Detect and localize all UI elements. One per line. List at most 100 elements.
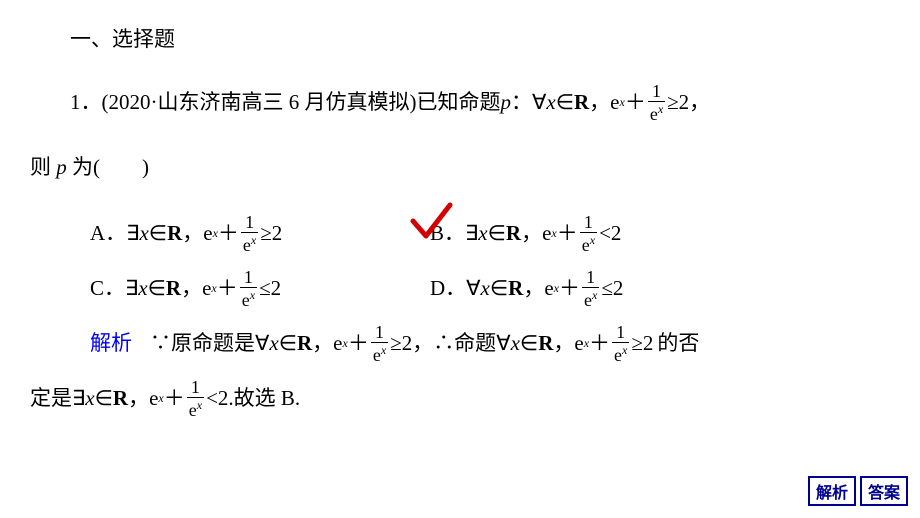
explanation-line-2: 定是 ∃ x ∈ R ， ex ＋ 1ex < 2 . 故选 B.: [30, 378, 890, 419]
D-two: 2: [613, 274, 624, 303]
e1-x: x: [269, 329, 278, 358]
e2-forall: ∀: [496, 329, 510, 358]
D-plus: ＋: [559, 274, 580, 303]
A-den-x: x: [251, 233, 256, 247]
option-C[interactable]: C． ∃ x ∈ R ， ex ＋ 1ex ≤ 2: [90, 268, 430, 309]
expl-math-2: ∀ x ∈ R ， ex ＋ 1ex ≥ 2: [496, 323, 653, 364]
option-D-math: ∀ x ∈ R ， ex ＋ 1ex ≤ 2: [466, 268, 623, 309]
answer-button[interactable]: 答案: [860, 476, 908, 506]
e1-num: 1: [373, 323, 386, 342]
negation-suffix: 的否: [657, 329, 699, 358]
e3-exists: ∃: [72, 384, 85, 413]
B-den: ex: [580, 232, 597, 254]
A-den: ex: [241, 232, 258, 254]
D-den: ex: [582, 287, 599, 309]
e1-den: ex: [371, 342, 388, 364]
e3-num: 1: [189, 378, 202, 397]
math-expr-q: ∀ x ∈ R ， ex ＋ 1 ex ≥ 2 ，: [532, 82, 710, 123]
B-x: x: [478, 219, 487, 248]
C-den-e: e: [242, 290, 250, 310]
e2-num: 1: [614, 323, 627, 342]
conclusion: 故选 B.: [234, 384, 301, 413]
C-R: R: [166, 274, 181, 303]
question-number: 1．: [70, 88, 102, 117]
e3-den-x: x: [197, 398, 202, 412]
C-den-x: x: [250, 288, 255, 302]
A-two: 2: [272, 219, 283, 248]
D-R: R: [508, 274, 523, 303]
option-D-label: D．: [430, 274, 466, 303]
D-quant: ∀: [466, 274, 480, 303]
p-var-2: p: [56, 155, 67, 179]
e1-den-e: e: [373, 345, 381, 365]
question-source: (2020·山东济南高三 6 月仿真模拟): [102, 88, 417, 117]
e2-ge: ≥: [631, 329, 643, 358]
B-two: 2: [611, 219, 622, 248]
e2-den: ex: [612, 342, 629, 364]
option-A-math: ∃ x ∈ R ， ex ＋ 1ex ≥ 2: [126, 213, 282, 254]
p-variable: p: [500, 88, 511, 117]
C-rel: ≤: [259, 274, 271, 303]
D-e: e: [544, 274, 553, 303]
explanation-button[interactable]: 解析: [808, 476, 856, 506]
A-x: x: [139, 219, 148, 248]
D-comma: ，: [523, 274, 544, 303]
option-B-math: ∃ x ∈ R ， ex ＋ 1ex < 2: [465, 213, 621, 254]
option-B-label: B．: [430, 219, 465, 248]
A-den-e: e: [243, 235, 251, 255]
B-quant: ∃: [465, 219, 478, 248]
A-quant: ∃: [126, 219, 139, 248]
option-A-label: A．: [90, 219, 126, 248]
e2-comma: ，: [553, 329, 574, 358]
e1-plus: ＋: [348, 329, 369, 358]
e1-e: e: [333, 329, 342, 358]
C-num: 1: [242, 268, 255, 287]
comma: ，: [589, 88, 610, 117]
section-title: 一、选择题: [70, 25, 890, 54]
bottom-buttons: 解析 答案: [808, 476, 908, 506]
C-frac: 1ex: [240, 268, 257, 309]
line2-prefix: 则: [30, 155, 56, 179]
question-line-1: 1． (2020·山东济南高三 6 月仿真模拟) 已知命题 p ： ∀ x ∈ …: [70, 82, 890, 123]
set-R: R: [574, 88, 589, 117]
e1-in: ∈: [279, 329, 297, 358]
B-plus: ＋: [557, 219, 578, 248]
trailing-comma: ，: [689, 88, 710, 117]
fraction: 1 ex: [648, 82, 665, 123]
C-den: ex: [240, 287, 257, 309]
den-e: e: [650, 104, 658, 124]
e3-frac: 1 ex: [187, 378, 204, 419]
option-A[interactable]: A． ∃ x ∈ R ， ex ＋ 1ex ≥ 2: [90, 213, 430, 254]
D-num: 1: [584, 268, 597, 287]
e2-frac: 1ex: [612, 323, 629, 364]
e2-den-e: e: [614, 345, 622, 365]
e2-R: R: [538, 329, 553, 358]
e3-x: x: [85, 384, 94, 413]
C-in: ∈: [148, 274, 166, 303]
D-den-x: x: [592, 288, 597, 302]
B-den-x: x: [590, 233, 595, 247]
A-plus: ＋: [218, 219, 239, 248]
e3-comma: ，: [128, 384, 149, 413]
option-B[interactable]: B． ∃ x ∈ R ， ex ＋ 1ex < 2: [430, 213, 621, 254]
e2-e: e: [574, 329, 583, 358]
in-symbol: ∈: [556, 88, 574, 117]
C-quant: ∃: [125, 274, 138, 303]
e1-den-x: x: [381, 343, 386, 357]
explanation-label: 解析: [90, 329, 132, 358]
B-comma: ，: [521, 219, 542, 248]
A-in: ∈: [149, 219, 167, 248]
e3-den-e: e: [189, 400, 197, 420]
line2-prefix: 定是: [30, 384, 72, 413]
e1-comma2: ，: [412, 329, 433, 358]
option-D[interactable]: D． ∀ x ∈ R ， ex ＋ 1ex ≤ 2: [430, 268, 623, 309]
two: 2: [679, 88, 690, 117]
option-C-math: ∃ x ∈ R ， ex ＋ 1ex ≤ 2: [125, 268, 281, 309]
C-x: x: [138, 274, 147, 303]
expl-math-3: ∃ x ∈ R ， ex ＋ 1ex < 2: [72, 378, 228, 419]
A-frac: 1ex: [241, 213, 258, 254]
option-C-label: C．: [90, 274, 125, 303]
B-frac: 1ex: [580, 213, 597, 254]
D-den-e: e: [584, 290, 592, 310]
e3-two: 2: [218, 384, 229, 413]
